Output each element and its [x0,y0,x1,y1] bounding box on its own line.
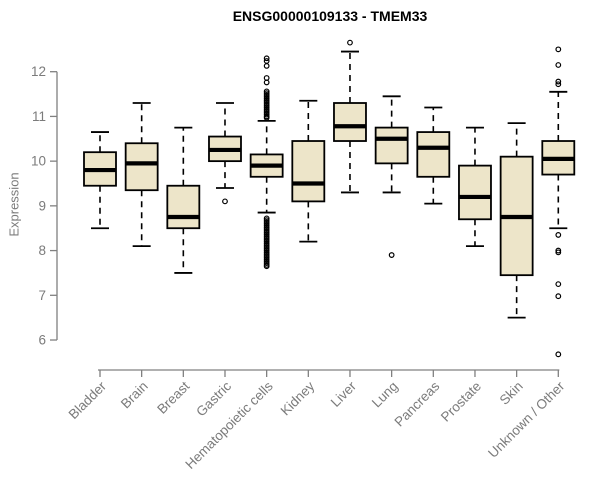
outlier-point [555,78,562,85]
box-brain [124,102,159,248]
outlier-point [263,92,270,98]
y-tick-label: 6 [38,333,46,348]
y-tick-label: 12 [31,64,46,79]
outlier-point [263,238,270,245]
outlier-point [263,231,270,238]
box-liver [333,39,367,194]
outlier-point [555,249,562,256]
box-prostate [458,126,492,248]
x-tick-label-skin: Skin [497,379,526,408]
y-axis: 6 7 8 9 10 11 12 [31,64,58,348]
outlier-point [263,62,270,69]
outlier-point [263,93,270,100]
outlier-point [263,215,270,222]
outlier-point [263,102,270,109]
x-tick-label-brain: Brain [118,379,151,412]
outlier-point [263,224,270,231]
outlier-point [263,111,270,118]
outlier-point [263,90,270,97]
outlier-point [263,95,270,102]
y-tick-label: 9 [38,198,46,213]
box-skin [499,122,534,319]
x-tick-label-lung: Lung [369,379,401,411]
outlier-point [263,106,270,113]
outlier-point [555,281,562,288]
outlier-point [263,100,270,107]
box-hematopoietic-cells [249,55,284,270]
outlier-point [555,351,562,358]
outlier-point [263,217,270,224]
y-tick-label: 11 [32,109,46,124]
outlier-point [555,293,562,300]
x-tick-label-kidney: Kidney [278,378,318,418]
outlier-point [263,222,270,229]
y-tick-label: 7 [38,288,46,303]
outlier-point [263,97,270,104]
outlier-point [263,263,270,270]
box-lung [374,95,409,258]
box-unknown-other [541,46,576,358]
x-tick-label-bladder: Bladder [66,378,110,422]
outlier-point [263,220,270,227]
outlier-point [263,229,270,236]
outlier-point [263,240,270,247]
outlier-point [263,247,270,254]
box-gastric [208,102,242,205]
outlier-point [263,245,270,252]
x-tick-label-gastric: Gastric [193,378,234,419]
outlier-point [555,247,562,254]
outlier-point [263,108,270,114]
outlier-point [263,256,270,263]
outlier-point [222,198,228,205]
y-tick-label: 10 [31,154,46,169]
box-bladder [83,131,117,230]
outlier-point [263,227,270,234]
outlier-point [263,99,270,106]
outlier-point [347,39,353,46]
x-tick-label-pancreas: Pancreas [391,378,442,429]
outlier-point [555,46,562,53]
outlier-point [263,219,270,225]
box-kidney [291,99,326,243]
outlier-point [263,236,270,243]
x-tick-label-prostate: Prostate [438,379,484,425]
outlier-point [263,88,270,95]
outlier-point [263,79,270,86]
outlier-point [263,235,270,241]
box-pancreas [416,106,451,205]
outlier-point [263,233,270,240]
outlier-point [263,244,270,250]
outlier-point [555,81,562,88]
outlier-point [263,114,270,121]
x-tick-label-breast: Breast [154,378,192,416]
x-tick-label-unknown-other: Unknown / Other [485,378,568,461]
outlier-point [263,104,270,111]
box-breast [166,126,201,274]
outlier-point [388,252,395,258]
outlier-point [555,62,562,68]
chart-title: ENSG00000109133 - TMEM33 [232,8,428,24]
outlier-point [555,232,562,238]
x-tick-label-liver: Liver [328,378,360,410]
outlier-point [263,254,270,261]
outlier-point [263,253,270,259]
outlier-point [263,55,270,62]
outlier-point [263,249,270,256]
outlier-point [263,226,270,233]
outlier-point [263,242,270,249]
outlier-point [263,260,270,266]
y-tick-label: 8 [38,243,46,258]
outlier-point [263,251,270,258]
